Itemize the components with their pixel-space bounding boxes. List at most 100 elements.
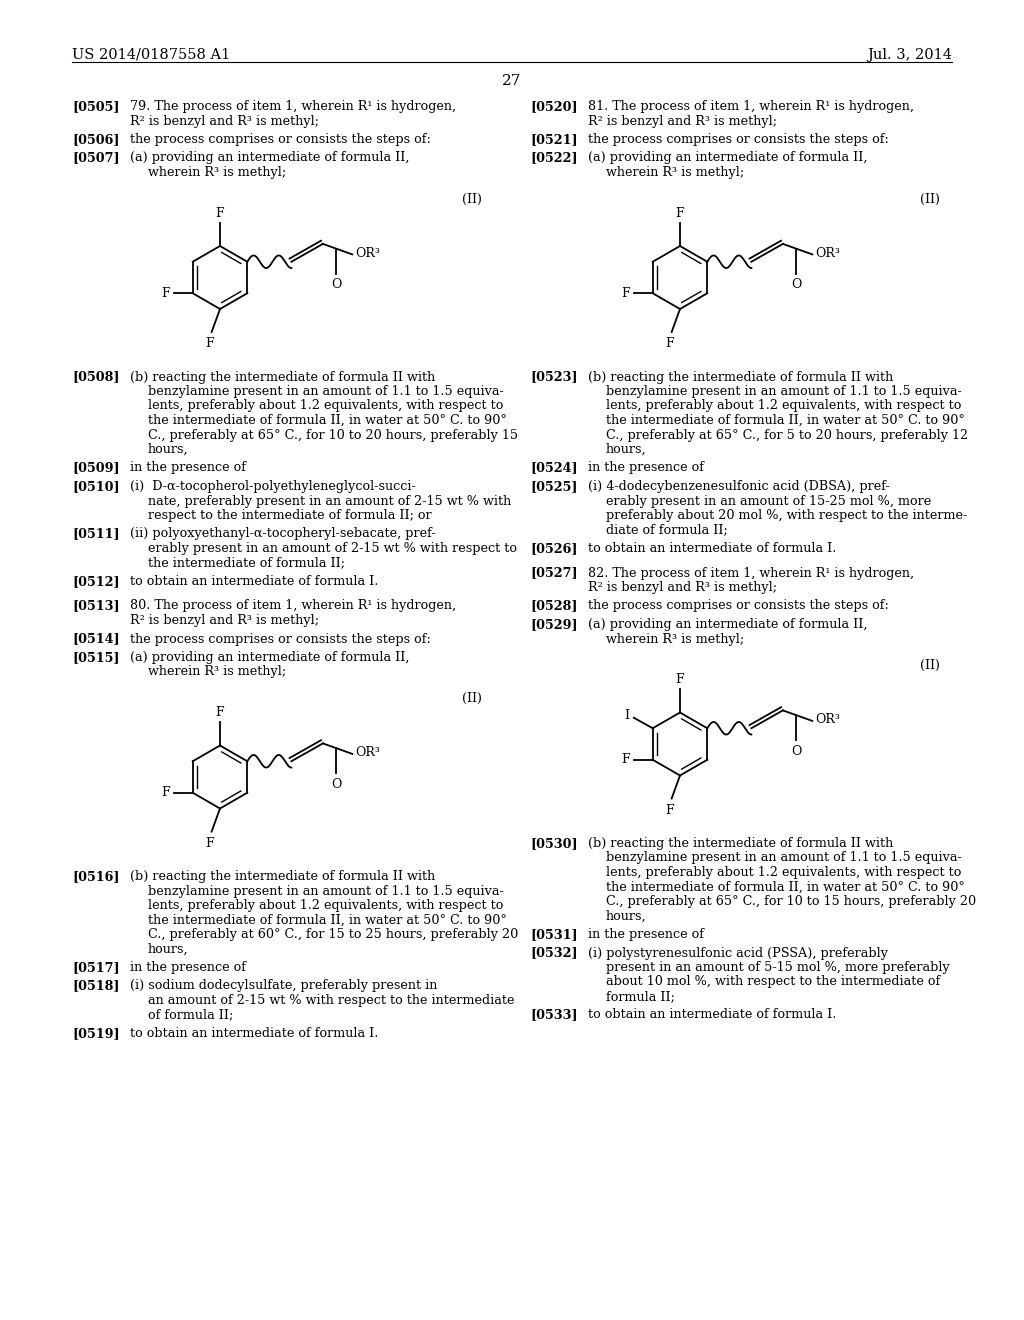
Text: (II): (II) <box>920 659 940 672</box>
Text: hours,: hours, <box>606 909 646 923</box>
Text: benzylamine present in an amount of 1.1 to 1.5 equiva-: benzylamine present in an amount of 1.1 … <box>606 385 962 399</box>
Text: [0526]: [0526] <box>530 543 578 554</box>
Text: F: F <box>161 787 170 799</box>
Text: C., preferably at 65° C., for 10 to 20 hours, preferably 15: C., preferably at 65° C., for 10 to 20 h… <box>148 429 518 441</box>
Text: benzylamine present in an amount of 1.1 to 1.5 equiva-: benzylamine present in an amount of 1.1 … <box>148 385 504 399</box>
Text: OR³: OR³ <box>815 247 841 260</box>
Text: wherein R³ is methyl;: wherein R³ is methyl; <box>606 632 744 645</box>
Text: the process comprises or consists the steps of:: the process comprises or consists the st… <box>588 133 889 147</box>
Text: R² is benzyl and R³ is methyl;: R² is benzyl and R³ is methyl; <box>588 115 777 128</box>
Text: 80. The process of item 1, wherein R¹ is hydrogen,: 80. The process of item 1, wherein R¹ is… <box>130 599 456 612</box>
Text: (b) reacting the intermediate of formula II with: (b) reacting the intermediate of formula… <box>588 371 893 384</box>
Text: (b) reacting the intermediate of formula II with: (b) reacting the intermediate of formula… <box>588 837 893 850</box>
Text: F: F <box>216 207 224 219</box>
Text: 27: 27 <box>503 74 521 88</box>
Text: to obtain an intermediate of formula I.: to obtain an intermediate of formula I. <box>130 576 379 587</box>
Text: wherein R³ is methyl;: wherein R³ is methyl; <box>606 166 744 180</box>
Text: to obtain an intermediate of formula I.: to obtain an intermediate of formula I. <box>588 543 837 554</box>
Text: 79. The process of item 1, wherein R¹ is hydrogen,: 79. The process of item 1, wherein R¹ is… <box>130 100 456 114</box>
Text: 81. The process of item 1, wherein R¹ is hydrogen,: 81. The process of item 1, wherein R¹ is… <box>588 100 914 114</box>
Text: diate of formula II;: diate of formula II; <box>606 524 728 536</box>
Text: [0507]: [0507] <box>72 152 120 165</box>
Text: [0509]: [0509] <box>72 462 120 474</box>
Text: [0519]: [0519] <box>72 1027 120 1040</box>
Text: [0521]: [0521] <box>530 133 578 147</box>
Text: [0520]: [0520] <box>530 100 578 114</box>
Text: lents, preferably about 1.2 equivalents, with respect to: lents, preferably about 1.2 equivalents,… <box>148 899 504 912</box>
Text: [0511]: [0511] <box>72 528 120 540</box>
Text: formula II;: formula II; <box>606 990 675 1003</box>
Text: [0525]: [0525] <box>530 480 578 492</box>
Text: [0529]: [0529] <box>530 618 578 631</box>
Text: F: F <box>216 706 224 719</box>
Text: lents, preferably about 1.2 equivalents, with respect to: lents, preferably about 1.2 equivalents,… <box>606 400 962 412</box>
Text: the intermediate of formula II;: the intermediate of formula II; <box>148 557 345 569</box>
Text: wherein R³ is methyl;: wherein R³ is methyl; <box>148 166 286 180</box>
Text: an amount of 2-15 wt % with respect to the intermediate: an amount of 2-15 wt % with respect to t… <box>148 994 514 1007</box>
Text: in the presence of: in the presence of <box>588 928 705 941</box>
Text: of formula II;: of formula II; <box>148 1008 233 1022</box>
Text: Jul. 3, 2014: Jul. 3, 2014 <box>867 48 952 62</box>
Text: [0517]: [0517] <box>72 961 120 974</box>
Text: the process comprises or consists the steps of:: the process comprises or consists the st… <box>130 133 431 147</box>
Text: the process comprises or consists the steps of:: the process comprises or consists the st… <box>130 632 431 645</box>
Text: lents, preferably about 1.2 equivalents, with respect to: lents, preferably about 1.2 equivalents,… <box>148 400 504 412</box>
Text: F: F <box>621 754 630 766</box>
Text: R² is benzyl and R³ is methyl;: R² is benzyl and R³ is methyl; <box>588 581 777 594</box>
Text: F: F <box>205 338 214 350</box>
Text: benzylamine present in an amount of 1.1 to 1.5 equiva-: benzylamine present in an amount of 1.1 … <box>606 851 962 865</box>
Text: [0506]: [0506] <box>72 133 120 147</box>
Text: US 2014/0187558 A1: US 2014/0187558 A1 <box>72 48 230 62</box>
Text: [0523]: [0523] <box>530 371 578 384</box>
Text: (i) 4-dodecybenzenesulfonic acid (DBSA), pref-: (i) 4-dodecybenzenesulfonic acid (DBSA),… <box>588 480 890 492</box>
Text: [0528]: [0528] <box>530 599 578 612</box>
Text: [0510]: [0510] <box>72 480 120 492</box>
Text: nate, preferably present in an amount of 2-15 wt % with: nate, preferably present in an amount of… <box>148 495 511 507</box>
Text: [0531]: [0531] <box>530 928 578 941</box>
Text: to obtain an intermediate of formula I.: to obtain an intermediate of formula I. <box>130 1027 379 1040</box>
Text: F: F <box>666 338 674 350</box>
Text: OR³: OR³ <box>355 247 380 260</box>
Text: the intermediate of formula II, in water at 50° C. to 90°: the intermediate of formula II, in water… <box>606 414 965 426</box>
Text: [0514]: [0514] <box>72 632 120 645</box>
Text: C., preferably at 65° C., for 10 to 15 hours, preferably 20: C., preferably at 65° C., for 10 to 15 h… <box>606 895 976 908</box>
Text: F: F <box>161 286 170 300</box>
Text: OR³: OR³ <box>355 746 380 759</box>
Text: F: F <box>666 804 674 817</box>
Text: [0515]: [0515] <box>72 651 120 664</box>
Text: the intermediate of formula II, in water at 50° C. to 90°: the intermediate of formula II, in water… <box>148 913 507 927</box>
Text: O: O <box>331 777 341 791</box>
Text: the intermediate of formula II, in water at 50° C. to 90°: the intermediate of formula II, in water… <box>606 880 965 894</box>
Text: [0516]: [0516] <box>72 870 120 883</box>
Text: (a) providing an intermediate of formula II,: (a) providing an intermediate of formula… <box>588 618 867 631</box>
Text: [0512]: [0512] <box>72 576 120 587</box>
Text: (a) providing an intermediate of formula II,: (a) providing an intermediate of formula… <box>130 152 410 165</box>
Text: (a) providing an intermediate of formula II,: (a) providing an intermediate of formula… <box>130 651 410 664</box>
Text: [0532]: [0532] <box>530 946 578 960</box>
Text: R² is benzyl and R³ is methyl;: R² is benzyl and R³ is methyl; <box>130 614 319 627</box>
Text: (II): (II) <box>462 193 482 206</box>
Text: hours,: hours, <box>606 444 646 455</box>
Text: F: F <box>205 837 214 850</box>
Text: O: O <box>791 744 802 758</box>
Text: [0533]: [0533] <box>530 1008 578 1022</box>
Text: preferably about 20 mol %, with respect to the interme-: preferably about 20 mol %, with respect … <box>606 510 968 521</box>
Text: O: O <box>331 279 341 290</box>
Text: wherein R³ is methyl;: wherein R³ is methyl; <box>148 665 286 678</box>
Text: O: O <box>791 279 802 290</box>
Text: about 10 mol %, with respect to the intermediate of: about 10 mol %, with respect to the inte… <box>606 975 940 989</box>
Text: [0513]: [0513] <box>72 599 120 612</box>
Text: [0518]: [0518] <box>72 979 120 993</box>
Text: (II): (II) <box>462 692 482 705</box>
Text: [0530]: [0530] <box>530 837 578 850</box>
Text: (ii) polyoxyethanyl-α-tocopheryl-sebacate, pref-: (ii) polyoxyethanyl-α-tocopheryl-sebacat… <box>130 528 435 540</box>
Text: OR³: OR³ <box>815 713 841 726</box>
Text: the process comprises or consists the steps of:: the process comprises or consists the st… <box>588 599 889 612</box>
Text: hours,: hours, <box>148 942 188 956</box>
Text: [0522]: [0522] <box>530 152 578 165</box>
Text: erably present in an amount of 2-15 wt % with respect to: erably present in an amount of 2-15 wt %… <box>148 543 517 554</box>
Text: F: F <box>676 673 684 686</box>
Text: I: I <box>625 709 630 722</box>
Text: (b) reacting the intermediate of formula II with: (b) reacting the intermediate of formula… <box>130 870 435 883</box>
Text: in the presence of: in the presence of <box>130 462 246 474</box>
